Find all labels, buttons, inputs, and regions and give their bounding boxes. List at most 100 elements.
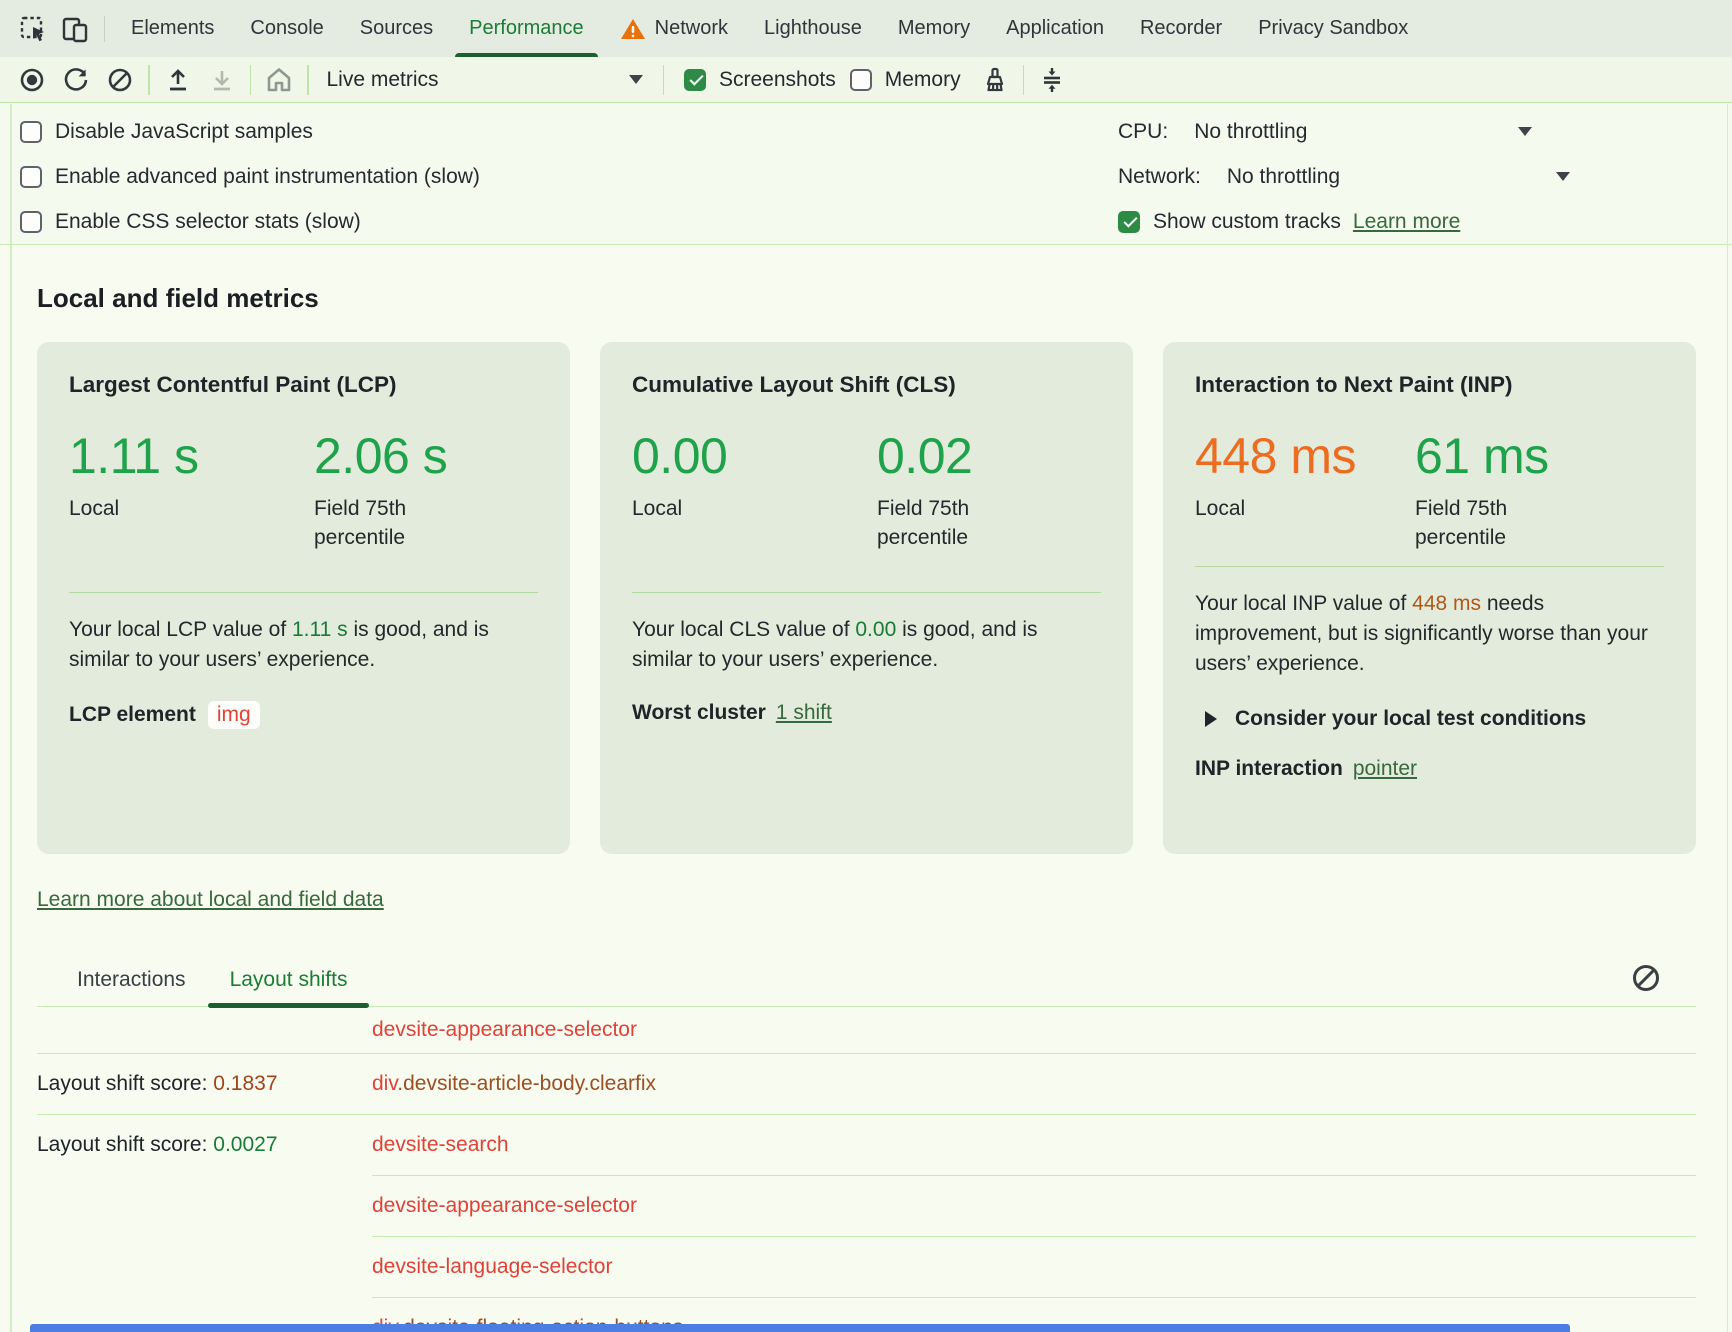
local-test-conditions-disclosure[interactable]: Consider your local test conditions bbox=[1195, 707, 1664, 731]
cls-card-title: Cumulative Layout Shift (CLS) bbox=[632, 372, 956, 397]
tab-performance[interactable]: Performance bbox=[451, 0, 602, 57]
download-profile-button[interactable] bbox=[200, 62, 244, 98]
home-icon bbox=[264, 65, 294, 95]
tab-lighthouse[interactable]: Lighthouse bbox=[746, 0, 880, 57]
memory-checkbox-row[interactable]: Memory bbox=[849, 68, 961, 92]
tab-label: Network bbox=[654, 17, 728, 39]
screenshots-label: Screenshots bbox=[719, 67, 836, 91]
tab-label: Elements bbox=[131, 17, 215, 39]
shift-element-link[interactable]: devsite-search bbox=[372, 1133, 509, 1156]
live-metrics-select[interactable]: Live metrics bbox=[327, 68, 657, 92]
logs-tabbar: Interactions Layout shifts bbox=[37, 958, 1696, 1008]
css-selector-stats-label: Enable CSS selector stats (slow) bbox=[55, 209, 361, 233]
shift-score-value: 0.1837 bbox=[213, 1072, 278, 1095]
tab-memory[interactable]: Memory bbox=[880, 0, 988, 57]
custom-tracks-learn-more-link[interactable]: Learn more bbox=[1352, 209, 1461, 233]
lcp-field-label: Field 75th percentile bbox=[314, 497, 407, 549]
throttling-options: CPU: No throttling Network: No throttlin… bbox=[1118, 109, 1732, 244]
inspect-element-button[interactable] bbox=[12, 8, 54, 50]
screenshots-checkbox-row[interactable]: Screenshots bbox=[684, 68, 836, 92]
upload-profile-button[interactable] bbox=[156, 62, 200, 98]
row-divider bbox=[372, 1175, 1696, 1176]
network-throttling-select[interactable]: No throttling bbox=[1226, 164, 1341, 188]
network-throttling-row: Network: No throttling bbox=[1118, 154, 1732, 199]
show-custom-tracks-label: Show custom tracks bbox=[1153, 209, 1341, 233]
tab-label: Privacy Sandbox bbox=[1258, 17, 1409, 39]
row-divider bbox=[372, 1297, 1696, 1298]
tabbar-divider bbox=[104, 15, 105, 42]
warning-triangle-icon bbox=[620, 17, 646, 41]
tab-console[interactable]: Console bbox=[232, 0, 341, 57]
disable-js-samples-label: Disable JavaScript samples bbox=[55, 119, 313, 143]
lcp-element-row: LCP element img bbox=[69, 701, 538, 729]
device-toolbar-button[interactable] bbox=[54, 8, 96, 50]
lcp-field-value: 2.06 s bbox=[314, 428, 448, 484]
bottom-blue-bar bbox=[30, 1324, 1570, 1332]
lcp-description: Your local LCP value of 1.11 s is good, … bbox=[69, 618, 489, 671]
advanced-paint-checkbox[interactable] bbox=[20, 165, 42, 188]
advanced-paint-row[interactable]: Enable advanced paint instrumentation (s… bbox=[20, 154, 1732, 199]
tab-label: Console bbox=[250, 17, 324, 39]
inp-card: Interaction to Next Paint (INP) 448 ms L… bbox=[1163, 342, 1696, 854]
live-metrics-label: Live metrics bbox=[326, 67, 439, 91]
card-divider bbox=[1195, 566, 1664, 567]
screenshots-checkbox[interactable] bbox=[684, 68, 706, 91]
reload-record-button[interactable] bbox=[54, 62, 98, 98]
metric-cards: Largest Contentful Paint (LCP) 1.11 s Lo… bbox=[37, 342, 1696, 854]
tab-sources[interactable]: Sources bbox=[342, 0, 451, 57]
inp-interaction-label: INP interaction bbox=[1195, 757, 1343, 780]
clear-button[interactable] bbox=[98, 62, 142, 98]
tab-privacy-sandbox[interactable]: Privacy Sandbox bbox=[1240, 0, 1426, 57]
home-button[interactable] bbox=[257, 62, 301, 98]
worst-cluster-link[interactable]: 1 shift bbox=[775, 701, 832, 724]
advanced-paint-label: Enable advanced paint instrumentation (s… bbox=[55, 164, 480, 188]
layout-shift-row: devsite-appearance-selector bbox=[37, 1007, 1696, 1053]
disable-js-samples-row[interactable]: Disable JavaScript samples bbox=[20, 109, 1732, 154]
record-button[interactable] bbox=[10, 62, 54, 98]
cpu-label: CPU: bbox=[1118, 119, 1169, 143]
css-selector-stats-checkbox[interactable] bbox=[20, 210, 42, 233]
layout-shift-row: devsite-appearance-selector bbox=[37, 1176, 1696, 1236]
tab-application[interactable]: Application bbox=[988, 0, 1122, 57]
row-divider bbox=[372, 1236, 1696, 1237]
layout-shift-row: Layout shift score: 0.1837 div.devsite-a… bbox=[37, 1054, 1696, 1114]
disable-js-samples-checkbox[interactable] bbox=[20, 120, 42, 143]
worst-cluster-label: Worst cluster bbox=[632, 701, 766, 724]
tab-interactions[interactable]: Interactions bbox=[55, 958, 208, 1006]
chevron-down-icon[interactable] bbox=[1518, 127, 1532, 136]
inp-interaction-link[interactable]: pointer bbox=[1352, 757, 1418, 780]
inp-local-label: Local bbox=[1195, 497, 1246, 520]
tab-layout-shifts[interactable]: Layout shifts bbox=[207, 958, 370, 1008]
tab-recorder[interactable]: Recorder bbox=[1122, 0, 1240, 57]
tab-label: Memory bbox=[897, 17, 971, 39]
clear-log-button[interactable] bbox=[1628, 960, 1664, 996]
cls-local-label: Local bbox=[632, 497, 683, 520]
memory-checkbox[interactable] bbox=[849, 68, 872, 91]
show-custom-tracks-row[interactable]: Show custom tracks Learn more bbox=[1118, 199, 1732, 244]
tab-elements[interactable]: Elements bbox=[113, 0, 232, 57]
panel-right-border bbox=[1726, 104, 1728, 1332]
lcp-element-node-link[interactable]: img bbox=[207, 701, 260, 729]
tab-label: Lighthouse bbox=[764, 17, 862, 39]
layout-shifts-table: devsite-appearance-selector Layout shift… bbox=[37, 1007, 1696, 1332]
score-cell: Layout shift score: 0.0027 bbox=[37, 1133, 278, 1156]
css-selector-stats-row[interactable]: Enable CSS selector stats (slow) bbox=[20, 199, 1732, 244]
shift-element-link[interactable]: devsite-language-selector bbox=[372, 1255, 613, 1278]
learn-more-local-field-link[interactable]: Learn more about local and field data bbox=[37, 888, 384, 911]
layout-shift-row: Layout shift score: 0.0027 devsite-searc… bbox=[37, 1115, 1696, 1175]
collapse-panel-button[interactable] bbox=[1030, 62, 1074, 98]
shift-element-link[interactable]: devsite-appearance-selector bbox=[372, 1018, 637, 1041]
shift-element-link[interactable]: devsite-appearance-selector bbox=[372, 1194, 637, 1217]
chevron-down-icon[interactable] bbox=[1556, 172, 1570, 181]
collect-garbage-button[interactable] bbox=[973, 62, 1017, 98]
tab-network[interactable]: Network bbox=[602, 0, 746, 57]
tab-label: Sources bbox=[359, 17, 434, 39]
toolbar-divider bbox=[662, 64, 664, 95]
layout-shift-row: devsite-language-selector bbox=[37, 1237, 1696, 1297]
upload-icon bbox=[164, 66, 192, 94]
shift-element-link[interactable]: div.devsite-article-body.clearfix bbox=[372, 1072, 657, 1095]
show-custom-tracks-checkbox[interactable] bbox=[1118, 210, 1140, 233]
cpu-throttling-select[interactable]: No throttling bbox=[1194, 119, 1308, 143]
inp-interaction-row: INP interaction pointer bbox=[1195, 757, 1664, 781]
